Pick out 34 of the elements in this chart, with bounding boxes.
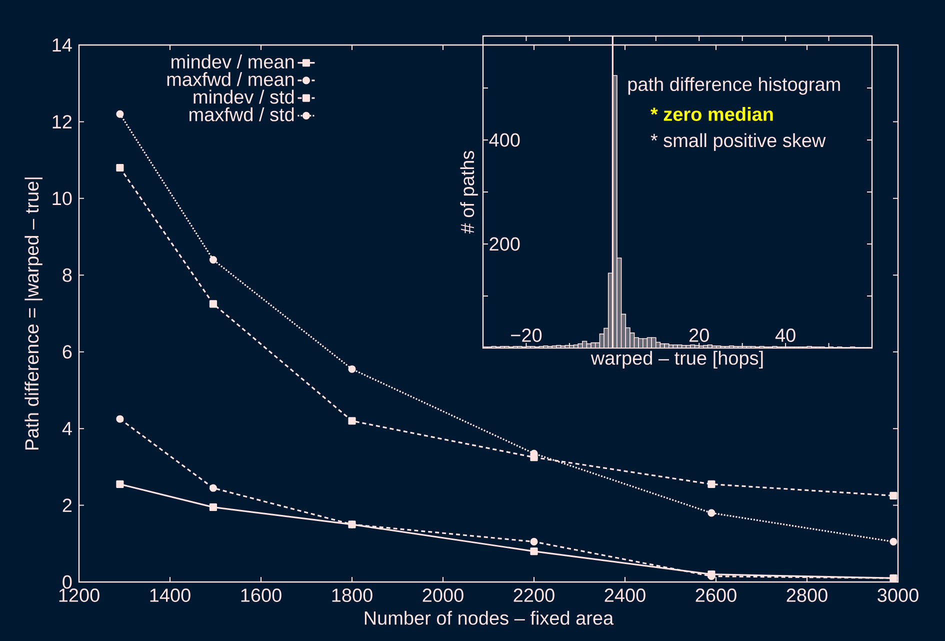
y-tick-label: 200 <box>490 237 520 251</box>
x-tick-label: 2400 <box>604 588 646 602</box>
x-axis-title: warped – true [hops] <box>590 350 763 369</box>
x-tick-label: −20 <box>511 328 542 342</box>
legend-label: mindev / mean <box>172 54 294 68</box>
y-tick-label: 4 <box>62 422 72 436</box>
x-tick-label: 3000 <box>878 588 918 602</box>
x-tick-label: 1200 <box>59 588 100 602</box>
y-tick-label: 8 <box>62 268 72 282</box>
x-tick-label: 40 <box>775 328 796 342</box>
x-tick-label: 2800 <box>786 588 828 602</box>
x-tick-label: 1600 <box>241 588 282 602</box>
y-tick-label: 12 <box>52 115 72 128</box>
y-tick-label: 2 <box>62 498 72 512</box>
y-tick-label: 6 <box>62 345 72 359</box>
x-tick-label: 1800 <box>332 588 372 602</box>
annotation: path difference histogram <box>628 77 840 95</box>
annotation: * zero median <box>650 107 773 121</box>
x-tick-label: 2200 <box>514 588 554 602</box>
legend-label: maxfwd / mean <box>167 72 294 86</box>
x-tick-label: 1400 <box>150 588 190 602</box>
legend-label: mindev / std <box>194 90 294 104</box>
y-tick-label: 14 <box>52 38 72 52</box>
y-axis-title: Path difference = |warped – true| <box>24 178 42 450</box>
y-tick-label: 0 <box>62 575 72 589</box>
annotation: * small positive skew <box>650 133 826 151</box>
y-tick-label: 10 <box>52 192 72 206</box>
x-tick-label: 20 <box>690 328 709 342</box>
y-tick-label: 400 <box>489 133 520 147</box>
y-axis-title: # of paths <box>460 150 478 234</box>
x-tick-label: 2000 <box>422 588 464 602</box>
x-axis-title: Number of nodes – fixed area <box>364 610 614 625</box>
x-tick-label: 2600 <box>696 588 736 602</box>
legend-label: maxfwd / std <box>190 107 294 122</box>
